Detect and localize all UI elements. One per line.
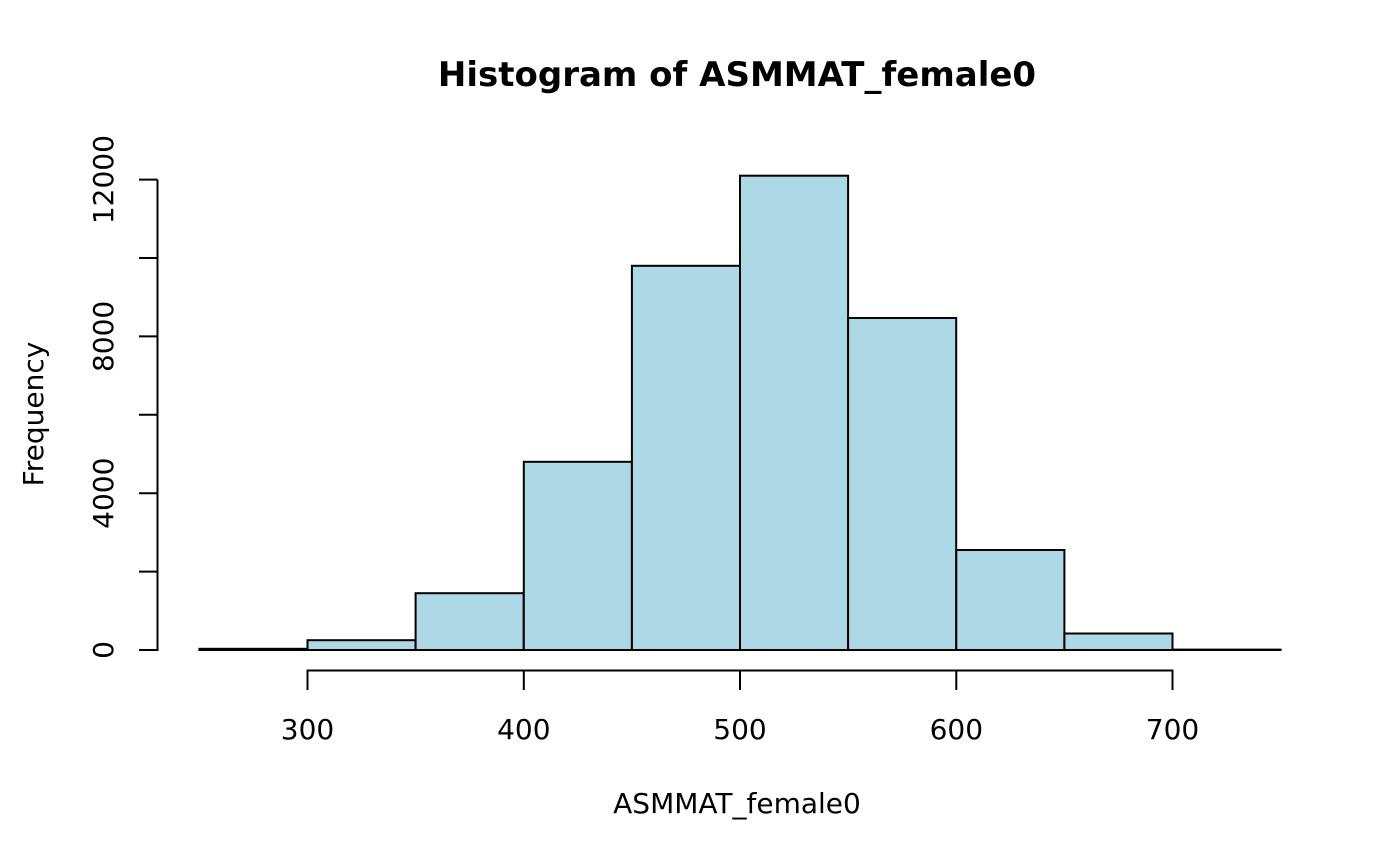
x-tick-label-500: 500 (713, 713, 766, 746)
x-tick-label-400: 400 (497, 713, 550, 746)
y-tick-label-0: 0 (87, 641, 120, 659)
histogram-bar-550-600 (847, 317, 958, 651)
y-tick-label-4000: 4000 (87, 458, 120, 529)
histogram-bar-400-450 (522, 460, 633, 651)
histogram-bar-300-350 (306, 639, 417, 652)
histogram-bar-350-400 (414, 592, 525, 652)
x-axis-title: ASMMAT_female0 (613, 787, 861, 820)
histogram-bar-500-550 (739, 174, 850, 651)
histogram-bar-250-300 (198, 647, 309, 651)
histogram-bar-450-500 (630, 264, 742, 651)
y-tick-label-12000: 12000 (87, 135, 120, 224)
x-tick-label-300: 300 (281, 713, 334, 746)
histogram-bar-600-650 (955, 549, 1066, 651)
y-tick-label-8000: 8000 (87, 301, 120, 372)
chart-title: Histogram of ASMMAT_female0 (437, 55, 1037, 95)
histogram-bar-650-700 (1063, 632, 1174, 651)
x-tick-label-700: 700 (1146, 713, 1199, 746)
x-tick-label-600: 600 (930, 713, 983, 746)
